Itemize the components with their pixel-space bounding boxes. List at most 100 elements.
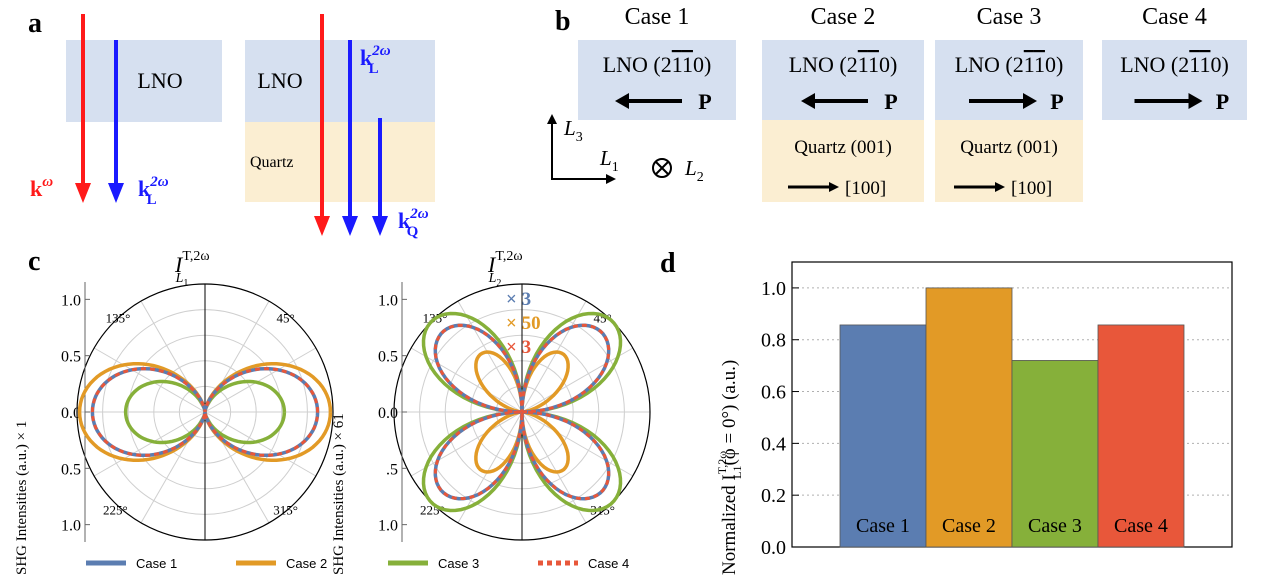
kQ-arrowhead (372, 216, 388, 236)
legend-label-3: Case 3 (438, 556, 479, 571)
grid-spoke (521, 411, 634, 477)
bar-case-2 (925, 287, 1013, 548)
grid-spoke (410, 347, 523, 413)
polarization-label-4: P (1216, 89, 1229, 114)
case-4-lno-label: LNO (2110) (1120, 52, 1229, 77)
angle-label: 315° (273, 502, 298, 517)
y-tick-label: 0.6 (761, 382, 786, 404)
polar-right-ylabel: SHG Intensities (a.u.) × 61 (331, 413, 347, 575)
multiplier-1: × 3 (506, 289, 531, 310)
bar-label-4: Case 4 (1114, 515, 1168, 537)
case-2-quartz-layer (762, 120, 924, 202)
kL-arrowhead-left (108, 183, 124, 203)
grid-spoke (521, 347, 634, 413)
grid-spoke (457, 300, 523, 413)
case-3-lno-layer (935, 40, 1083, 120)
panel-b-label: b (555, 6, 571, 37)
L2-into-page-symbol (652, 158, 672, 178)
case-title-4: Case 4 (1142, 4, 1207, 30)
bar-ylabel: Normalized IT,2ωL1(φ = 0°) (a.u.) (715, 360, 744, 575)
kL-arrowhead-right (342, 216, 358, 236)
tick-label: 1.0 (61, 518, 81, 535)
lno-zero: 0) (879, 52, 897, 77)
tick-label: 0.0 (61, 405, 81, 422)
polarization-label-1: P (698, 89, 711, 114)
kL-label-right: k2ω L (360, 43, 391, 77)
legend: Case 1 Case 2 Case 3 Case 4 (86, 556, 629, 571)
lno-bar1: 1 (858, 52, 868, 77)
panel-c-label: c (28, 246, 40, 277)
tick-label: 0.5 (61, 461, 81, 478)
lno-bar1: 1 (1024, 52, 1034, 77)
y-tick-label: 0.2 (761, 485, 786, 507)
tick-label: 0.0 (378, 405, 398, 422)
legend-label-2: Case 2 (286, 556, 327, 571)
polarization-arrowhead-2 (801, 93, 815, 109)
grid-spoke (204, 347, 317, 413)
quartz-dir-arrowhead-2 (829, 182, 839, 192)
lno-text-left: LNO (137, 68, 182, 93)
curve-case-4 (433, 323, 611, 501)
tick-label: 0.5 (61, 349, 81, 366)
quartz-dir-label-3: [100] (1011, 178, 1052, 199)
lno-prefix: LNO (2 (789, 52, 858, 77)
k-omega-arrowhead-right (314, 216, 330, 236)
polarization-arrowhead-4 (1188, 93, 1203, 109)
polarization-arrowhead-1 (615, 93, 629, 109)
tick-label: 1.0 (378, 518, 398, 535)
case-3-quartz-layer (935, 120, 1083, 202)
case-title-1: Case 1 (625, 4, 690, 30)
legend-label-4: Case 4 (588, 556, 629, 571)
lno-prefix: LNO (2 (603, 52, 672, 77)
case-2-quartz-label: Quartz (001) (794, 137, 892, 158)
case-3-quartz-label: Quartz (001) (960, 137, 1058, 158)
polar-left-ylabel: SHG Intensities (a.u.) × 1 (14, 421, 30, 575)
lno-zero: 0) (693, 52, 711, 77)
kL-label-left: k2ω L (138, 174, 169, 208)
bar-label-1: Case 1 (856, 515, 910, 537)
quartz-dir-arrowhead-3 (995, 182, 1005, 192)
polar-left-title: IT,2ω L1 (174, 249, 210, 289)
case-4-lno-layer (1102, 40, 1247, 120)
tick-label: .5 (386, 461, 398, 478)
polarization-label-2: P (884, 89, 897, 114)
case-1-lno-label: LNO (2110) (603, 52, 712, 77)
case-2-lno-layer (762, 40, 924, 120)
case-1-lno-layer (578, 40, 736, 120)
polarization-arrowhead-3 (1023, 93, 1037, 109)
lno-layer-right (245, 40, 435, 122)
bar-chart: 0.0 0.2 0.4 0.6 0.8 1.0 Case 1 Case 2 Case 3 Case… (761, 261, 1233, 559)
bar-case-4 (1097, 324, 1185, 548)
grid-spoke (521, 300, 587, 413)
tick-label: 0.5 (378, 349, 398, 366)
grid-spoke (93, 347, 206, 413)
lno-zero: 0) (1210, 52, 1228, 77)
grid-spoke (457, 411, 523, 524)
grid-spoke (204, 411, 317, 477)
lno-bar2: 1 (682, 52, 693, 77)
L2-cross-b (655, 161, 669, 175)
L1-label: L1 (599, 146, 619, 175)
L1-axis-head (606, 174, 616, 184)
tick-label: 1.0 (61, 292, 81, 309)
lno-prefix: LNO (2 (1120, 52, 1189, 77)
panel-a: a LNO LNO Quartz kω k2ω L k2ω L k2ω Q (28, 8, 435, 240)
quartz-text: Quartz (250, 154, 294, 171)
L3-axis-head (547, 114, 557, 124)
k-omega-label: kω (30, 174, 53, 201)
bar-case-3 (1011, 360, 1099, 548)
lno-bar1: 1 (1189, 52, 1199, 77)
panel-c: c 1.0 0.5 0.0 0.5 1.0 135° 45° 225° 315° IT,2ω L1… (14, 246, 651, 575)
y-tick-label: 0.8 (761, 330, 786, 352)
polar-plot-left: 1.0 0.5 0.0 0.5 1.0 135° 45° 225° 315° (61, 282, 334, 542)
L2-label: L2 (684, 156, 704, 185)
angle-label: 45° (277, 310, 295, 325)
panel-d-label: d (660, 248, 676, 279)
multiplier-2: × 50 (506, 313, 541, 334)
case-title-3: Case 3 (977, 4, 1042, 30)
lno-bar1: 1 (672, 52, 682, 77)
k-omega-arrowhead-left (75, 183, 91, 203)
lno-text-right: LNO (257, 68, 302, 93)
